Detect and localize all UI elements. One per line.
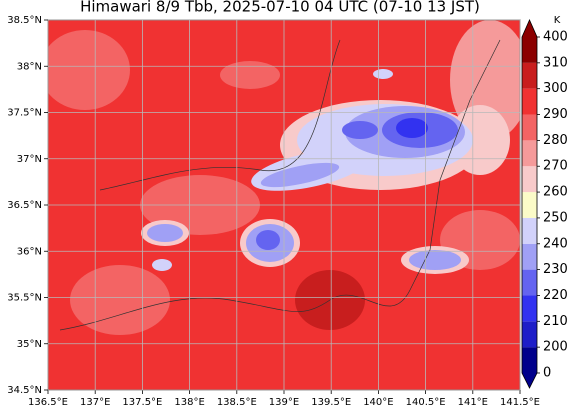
colorbar-segment [522, 62, 537, 89]
x-tick-label: 139.5°E [311, 397, 351, 408]
x-tick-label: 139°E [269, 397, 299, 408]
y-tick-label: 36.5°N [7, 200, 42, 211]
colorbar-segment [522, 295, 537, 322]
x-tick-label: 140°E [363, 397, 393, 408]
colorbar-tick-label: 290 [543, 107, 568, 122]
y-tick-label: 35°N [17, 339, 42, 350]
coastline [99, 39, 341, 191]
colorbar-segment [522, 269, 537, 296]
colorbar-label: K [554, 15, 561, 26]
colorbar-tick-label: 220 [543, 288, 568, 303]
colorbar-tick-label: 270 [543, 159, 568, 174]
colorbar-segment [522, 140, 537, 167]
colorbar-tick-label: 210 [543, 314, 568, 329]
y-tick-label: 38°N [17, 61, 42, 72]
colorbar-extension [522, 373, 537, 388]
y-tick-label: 35.5°N [7, 293, 42, 304]
colorbar-segment [522, 37, 537, 63]
map-title: Himawari 8/9 Tbb, 2025-07-10 04 UTC (07-… [80, 0, 480, 16]
x-tick-label: 140.5°E [406, 397, 446, 408]
y-tick-label: 36°N [17, 246, 42, 257]
y-tick-label: 37°N [17, 154, 42, 165]
colorbar-tick-label: 400 [543, 30, 568, 45]
colorbar-segment [522, 347, 537, 373]
colorbar-tick-label: 200 [543, 340, 568, 355]
colorbar-extension [522, 20, 537, 37]
x-tick-label: 137°E [80, 397, 110, 408]
x-tick-label: 138°E [174, 397, 204, 408]
x-tick-label: 141°E [458, 397, 488, 408]
x-tick-label: 136.5°E [28, 397, 68, 408]
colorbar-segment [522, 192, 537, 218]
colorbar-segment [522, 166, 537, 193]
x-tick-label: 141.5°E [500, 397, 540, 408]
y-tick-label: 34.5°N [7, 385, 42, 396]
colorbar-segment [522, 114, 537, 141]
colorbar-tick-label: 0 [543, 366, 551, 381]
colorbar-segment [522, 321, 537, 348]
colorbar-segment [522, 217, 537, 244]
colorbar-segment [522, 243, 537, 270]
colorbar-tick-label: 310 [543, 55, 568, 70]
colorbar-segment [522, 88, 537, 115]
y-tick-label: 37.5°N [7, 108, 42, 119]
coastline [59, 39, 501, 331]
colorbar-tick-label: 260 [543, 185, 568, 200]
x-tick-label: 138.5°E [217, 397, 257, 408]
colorbar-tick-label: 250 [543, 210, 568, 225]
colorbar-tick-label: 300 [543, 81, 568, 96]
colorbar-tick-label: 230 [543, 262, 568, 277]
colorbar-tick-label: 240 [543, 236, 568, 251]
y-tick-label: 38.5°N [7, 15, 42, 26]
x-tick-label: 137.5°E [122, 397, 162, 408]
colorbar-tick-label: 280 [543, 133, 568, 148]
